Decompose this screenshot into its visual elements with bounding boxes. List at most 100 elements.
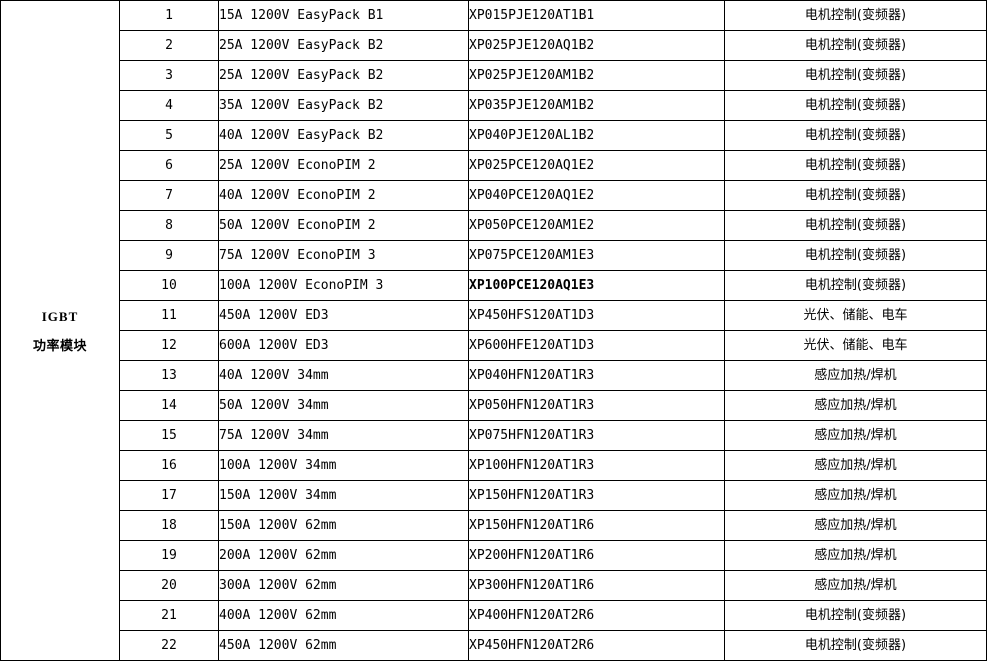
row-spec-cell: 600A 1200V ED3 (218, 330, 469, 361)
row-spec-cell: 200A 1200V 62mm (218, 540, 469, 571)
table-row: 6 25A 1200V EconoPIM 2 XP025PCE120AQ1E2 电机控… (1, 150, 987, 181)
row-index-cell: 7 (119, 180, 219, 211)
table-row: 21 400A 1200V 62mm XP400HFN120AT2R6 电机控制(变频… (1, 600, 987, 631)
row-part-number-cell: XP200HFN120AT1R6 (468, 540, 725, 571)
row-spec-cell: 450A 1200V ED3 (218, 300, 469, 331)
table-row: 10 100A 1200V EconoPIM 3 XP100PCE120AQ1E3 电… (1, 270, 987, 301)
table-row: 18 150A 1200V 62mm XP150HFN120AT1R6 感应加热/焊机 (1, 510, 987, 541)
row-part-number-cell: XP150HFN120AT1R3 (468, 480, 725, 511)
row-index-cell: 17 (119, 480, 219, 511)
row-index-cell: 13 (119, 360, 219, 391)
row-application-cell: 光伏、储能、电车 (724, 330, 987, 361)
row-application-cell: 感应加热/焊机 (724, 360, 987, 391)
row-part-number-cell: XP025PCE120AQ1E2 (468, 150, 725, 181)
row-index-cell: 5 (119, 120, 219, 151)
row-spec-cell: 25A 1200V EconoPIM 2 (218, 150, 469, 181)
row-part-number-cell: XP450HFS120AT1D3 (468, 300, 725, 331)
table-row: 22 450A 1200V 62mm XP450HFN120AT2R6 电机控制(变频… (1, 630, 987, 661)
row-part-number-cell: XP600HFE120AT1D3 (468, 330, 725, 361)
category-line-1: IGBT (41, 308, 79, 324)
row-index-cell: 11 (119, 300, 219, 331)
row-spec-cell: 100A 1200V EconoPIM 3 (218, 270, 469, 301)
row-application-cell: 电机控制(变频器) (724, 180, 987, 211)
table-row: 9 75A 1200V EconoPIM 3 XP075PCE120AM1E3 电机控… (1, 240, 987, 271)
row-part-number-cell: XP040PCE120AQ1E2 (468, 180, 725, 211)
row-index-cell: 15 (119, 420, 219, 451)
row-index-cell: 16 (119, 450, 219, 481)
row-application-cell: 电机控制(变频器) (724, 630, 987, 661)
table-row: 14 50A 1200V 34mm XP050HFN120AT1R3 感应加热/焊机 (1, 390, 987, 421)
row-application-cell: 电机控制(变频器) (724, 120, 987, 151)
table-row: 13 40A 1200V 34mm XP040HFN120AT1R3 感应加热/焊机 (1, 360, 987, 391)
row-application-cell: 电机控制(变频器) (724, 30, 987, 61)
category-line-2: 功率模块 (32, 337, 87, 353)
row-spec-cell: 40A 1200V EconoPIM 2 (218, 180, 469, 211)
row-index-cell: 21 (119, 600, 219, 631)
row-spec-cell: 450A 1200V 62mm (218, 630, 469, 661)
row-part-number-cell: XP025PJE120AQ1B2 (468, 30, 725, 61)
row-application-cell: 感应加热/焊机 (724, 390, 987, 421)
row-part-number-cell: XP075PCE120AM1E3 (468, 240, 725, 271)
row-index-cell: 19 (119, 540, 219, 571)
row-index-cell: 22 (119, 630, 219, 661)
row-spec-cell: 25A 1200V EasyPack B2 (218, 30, 469, 61)
row-application-cell: 电机控制(变频器) (724, 210, 987, 241)
row-index-cell: 1 (119, 0, 219, 31)
row-spec-cell: 40A 1200V 34mm (218, 360, 469, 391)
row-part-number-cell: XP025PJE120AM1B2 (468, 60, 725, 91)
row-index-cell: 12 (119, 330, 219, 361)
row-part-number-cell: XP100PCE120AQ1E3 (468, 270, 725, 301)
row-spec-cell: 15A 1200V EasyPack B1 (218, 0, 469, 31)
row-index-cell: 4 (119, 90, 219, 121)
row-application-cell: 光伏、储能、电车 (724, 300, 987, 331)
row-spec-cell: 400A 1200V 62mm (218, 600, 469, 631)
table-row: 17 150A 1200V 34mm XP150HFN120AT1R3 感应加热/焊机 (1, 480, 987, 511)
row-application-cell: 电机控制(变频器) (724, 150, 987, 181)
table-row: 3 25A 1200V EasyPack B2 XP025PJE120AM1B2 电机… (1, 60, 987, 91)
table-row: 19 200A 1200V 62mm XP200HFN120AT1R6 感应加热/焊机 (1, 540, 987, 571)
row-spec-cell: 150A 1200V 62mm (218, 510, 469, 541)
row-index-cell: 8 (119, 210, 219, 241)
row-application-cell: 电机控制(变频器) (724, 90, 987, 121)
row-application-cell: 电机控制(变频器) (724, 600, 987, 631)
table-row: 4 35A 1200V EasyPack B2 XP035PJE120AM1B2 电机… (1, 90, 987, 121)
row-index-cell: 6 (119, 150, 219, 181)
table-row: 11 450A 1200V ED3 XP450HFS120AT1D3 光伏、储能、电车 (1, 300, 987, 331)
row-spec-cell: 40A 1200V EasyPack B2 (218, 120, 469, 151)
row-part-number-cell: XP450HFN120AT2R6 (468, 630, 725, 661)
row-part-number-cell: XP400HFN120AT2R6 (468, 600, 725, 631)
row-part-number-cell: XP100HFN120AT1R3 (468, 450, 725, 481)
row-application-cell: 电机控制(变频器) (724, 0, 987, 31)
row-part-number-cell: XP050HFN120AT1R3 (468, 390, 725, 421)
row-part-number-cell: XP150HFN120AT1R6 (468, 510, 725, 541)
row-spec-cell: 50A 1200V 34mm (218, 390, 469, 421)
row-part-number-cell: XP050PCE120AM1E2 (468, 210, 725, 241)
row-spec-cell: 35A 1200V EasyPack B2 (218, 90, 469, 121)
table-row: 7 40A 1200V EconoPIM 2 XP040PCE120AQ1E2 电机控… (1, 180, 987, 211)
row-part-number-cell: XP075HFN120AT1R3 (468, 420, 725, 451)
row-index-cell: 14 (119, 390, 219, 421)
row-index-cell: 2 (119, 30, 219, 61)
row-application-cell: 电机控制(变频器) (724, 240, 987, 271)
row-part-number-cell: XP035PJE120AM1B2 (468, 90, 725, 121)
table-row: 2 25A 1200V EasyPack B2 XP025PJE120AQ1B2 电机… (1, 30, 987, 61)
row-spec-cell: 300A 1200V 62mm (218, 570, 469, 601)
row-spec-cell: 50A 1200V EconoPIM 2 (218, 210, 469, 241)
table-row: 15 75A 1200V 34mm XP075HFN120AT1R3 感应加热/焊机 (1, 420, 987, 451)
table-row: 16 100A 1200V 34mm XP100HFN120AT1R3 感应加热/焊机 (1, 450, 987, 481)
row-application-cell: 电机控制(变频器) (724, 60, 987, 91)
category-label-cell: IGBT 功率模块 (0, 0, 120, 661)
table-row: 8 50A 1200V EconoPIM 2 XP050PCE120AM1E2 电机控… (1, 210, 987, 241)
row-index-cell: 3 (119, 60, 219, 91)
row-part-number-cell: XP040HFN120AT1R3 (468, 360, 725, 391)
row-spec-cell: 100A 1200V 34mm (218, 450, 469, 481)
table-row: 5 40A 1200V EasyPack B2 XP040PJE120AL1B2 电机… (1, 120, 987, 151)
row-application-cell: 感应加热/焊机 (724, 480, 987, 511)
row-index-cell: 10 (119, 270, 219, 301)
table-row: 12 600A 1200V ED3 XP600HFE120AT1D3 光伏、储能、电车 (1, 330, 987, 361)
row-index-cell: 20 (119, 570, 219, 601)
row-index-cell: 9 (119, 240, 219, 271)
